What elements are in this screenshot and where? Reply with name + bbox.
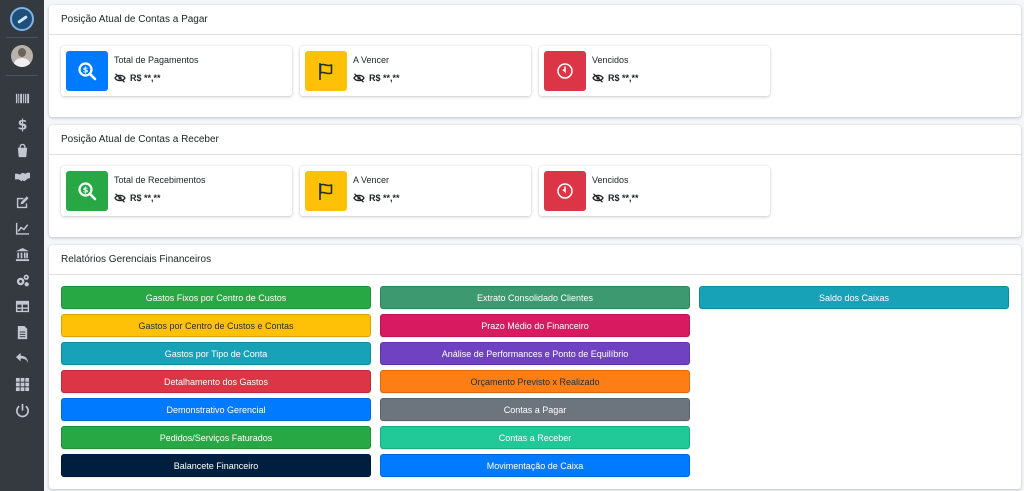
report-button[interactable]: Análise de Performances e Ponto de Equil… <box>380 342 690 365</box>
power-icon[interactable] <box>8 401 36 419</box>
payables-title: Posição Atual de Contas a Pagar <box>49 5 1021 35</box>
reports-card: Relatórios Gerenciais Financeiros Gastos… <box>49 245 1021 489</box>
dollar-icon[interactable]: $ <box>8 115 36 133</box>
svg-text:$: $ <box>17 117 27 131</box>
svg-text:$: $ <box>83 66 89 75</box>
report-button[interactable]: Contas a Receber <box>380 426 690 449</box>
info-box-vencidos: Vencidos R$ **,** <box>539 46 770 96</box>
masked-amount: R$ **,** <box>608 73 639 83</box>
report-button[interactable]: Gastos Fixos por Centro de Custos <box>61 286 371 309</box>
eye-slash-icon[interactable] <box>353 193 365 203</box>
edit-icon[interactable] <box>8 193 36 211</box>
search-dollar-icon: $ <box>66 171 108 211</box>
clock-icon <box>544 171 586 211</box>
report-button[interactable]: Gastos por Centro de Custos e Contas <box>61 314 371 337</box>
info-box-value: R$ **,** <box>592 193 639 203</box>
eye-slash-icon[interactable] <box>114 73 126 83</box>
masked-amount: R$ **,** <box>369 193 400 203</box>
report-button[interactable]: Contas a Pagar <box>380 398 690 421</box>
eye-slash-icon[interactable] <box>114 193 126 203</box>
flag-icon <box>305 171 347 211</box>
search-dollar-icon: $ <box>66 51 108 91</box>
info-box-label: A Vencer <box>353 55 390 65</box>
info-box-label: Total de Recebimentos <box>114 175 206 185</box>
masked-amount: R$ **,** <box>130 73 161 83</box>
report-button[interactable]: Demonstrativo Gerencial <box>61 398 371 421</box>
info-box-label: A Vencer <box>353 175 390 185</box>
shopping-bag-icon[interactable] <box>8 141 36 159</box>
info-box-label: Total de Pagamentos <box>114 55 199 65</box>
chart-line-icon[interactable] <box>8 219 36 237</box>
info-box-value: R$ **,** <box>353 73 400 83</box>
info-box-label: Vencidos <box>592 55 629 65</box>
info-box-value: R$ **,** <box>592 73 639 83</box>
report-button[interactable]: Gastos por Tipo de Conta <box>61 342 371 365</box>
cogs-icon[interactable] <box>8 271 36 289</box>
info-box-a-vencer: A Vencer R$ **,** <box>300 166 531 216</box>
report-button[interactable]: Prazo Médio do Financeiro <box>380 314 690 337</box>
info-box-value: R$ **,** <box>114 73 161 83</box>
masked-amount: R$ **,** <box>369 73 400 83</box>
info-box-label: Vencidos <box>592 175 629 185</box>
logo-icon[interactable] <box>10 7 34 31</box>
info-box-total-pagamentos: $ Total de Pagamentos R$ **,** <box>61 46 292 96</box>
clock-icon <box>544 51 586 91</box>
svg-text:$: $ <box>83 186 89 195</box>
report-button[interactable]: Detalhamento dos Gastos <box>61 370 371 393</box>
receivables-title: Posição Atual de Contas a Receber <box>49 125 1021 155</box>
report-button[interactable]: Movimentação de Caixa <box>380 454 690 477</box>
masked-amount: R$ **,** <box>130 193 161 203</box>
document-icon[interactable] <box>8 323 36 341</box>
eye-slash-icon[interactable] <box>353 73 365 83</box>
undo-icon[interactable] <box>8 349 36 367</box>
grid-icon[interactable] <box>8 375 36 393</box>
masked-amount: R$ **,** <box>608 193 639 203</box>
sidebar-divider <box>6 75 38 76</box>
sidebar: $ <box>0 0 44 491</box>
handshake-icon[interactable] <box>8 167 36 185</box>
receivables-card: Posição Atual de Contas a Receber $ Tota… <box>49 125 1021 237</box>
info-box-value: R$ **,** <box>114 193 161 203</box>
info-box-value: R$ **,** <box>353 193 400 203</box>
barcode-icon[interactable] <box>8 89 36 107</box>
report-button[interactable]: Pedidos/Serviços Faturados <box>61 426 371 449</box>
info-box-a-vencer: A Vencer R$ **,** <box>300 46 531 96</box>
report-button[interactable]: Saldo dos Caixas <box>699 286 1009 309</box>
report-button[interactable]: Extrato Consolidado Clientes <box>380 286 690 309</box>
payables-card: Posição Atual de Contas a Pagar $ Total … <box>49 5 1021 117</box>
bank-icon[interactable] <box>8 245 36 263</box>
flag-icon <box>305 51 347 91</box>
reports-title: Relatórios Gerenciais Financeiros <box>49 245 1021 275</box>
sidebar-divider <box>6 37 38 38</box>
report-button[interactable]: Orçamento Previsto x Realizado <box>380 370 690 393</box>
info-box-total-recebimentos: $ Total de Recebimentos R$ **,** <box>61 166 292 216</box>
user-avatar[interactable] <box>11 45 33 67</box>
table-icon[interactable] <box>8 297 36 315</box>
eye-slash-icon[interactable] <box>592 193 604 203</box>
info-box-vencidos: Vencidos R$ **,** <box>539 166 770 216</box>
eye-slash-icon[interactable] <box>592 73 604 83</box>
report-button[interactable]: Balancete Financeiro <box>61 454 371 477</box>
